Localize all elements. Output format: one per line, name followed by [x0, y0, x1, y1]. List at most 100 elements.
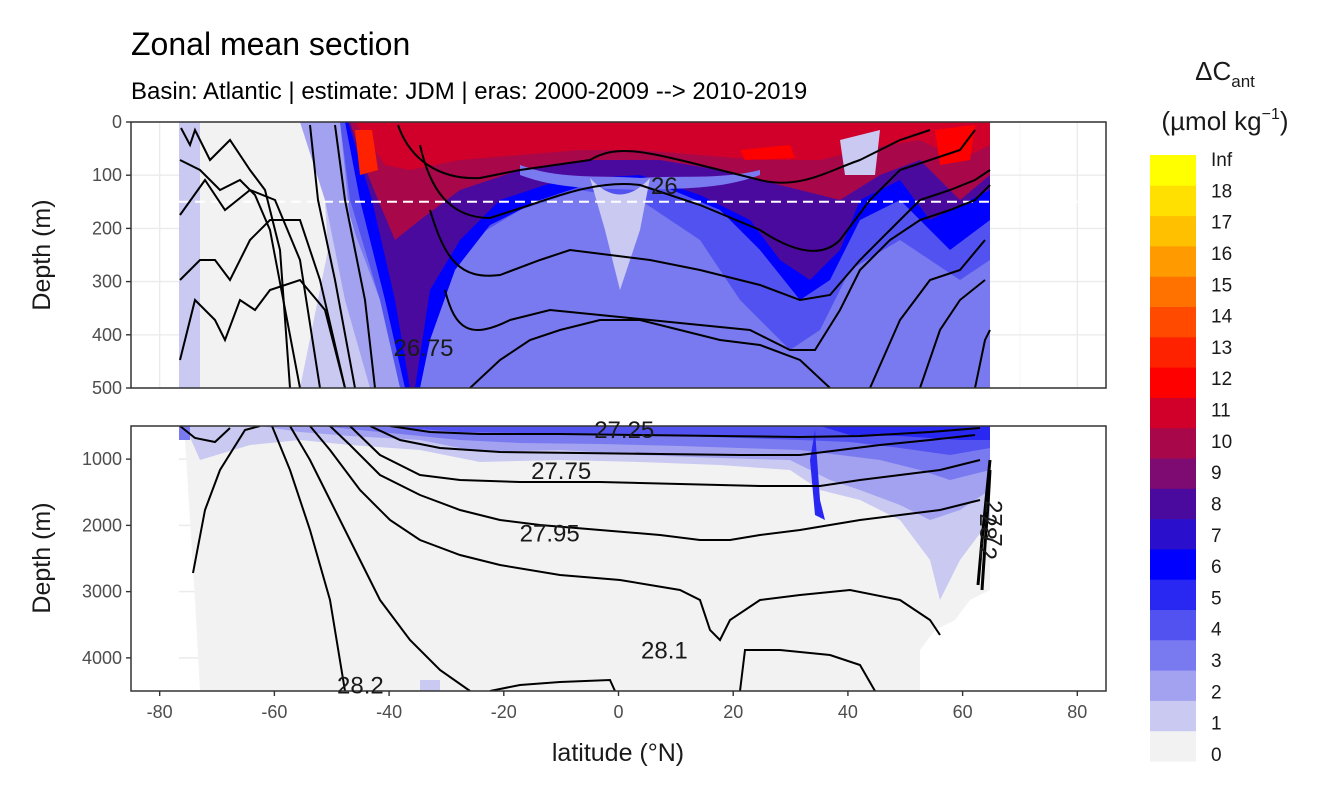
x-tick-label: 60 [953, 702, 973, 722]
bottom-field-band-4 [380, 426, 990, 455]
x-tick-label: -60 [261, 702, 287, 722]
legend-label: 16 [1211, 244, 1232, 265]
legend-label: 14 [1211, 307, 1233, 328]
legend-key [1150, 488, 1196, 520]
legend-label: 1 [1211, 714, 1222, 735]
legend-unit-suffix: ) [1280, 106, 1289, 136]
legend-label: 4 [1211, 620, 1222, 641]
contour-label: 27.95 [520, 520, 580, 547]
legend-key [1150, 397, 1196, 429]
legend-unit: (µmol kg−1) [1161, 106, 1288, 136]
top-field-equator-dip [520, 165, 760, 190]
bottom-y-tick-label: 1000 [82, 449, 122, 469]
top-isopycnal [179, 278, 346, 388]
bottom-isopycnal [329, 426, 981, 541]
legend-key [1150, 609, 1196, 641]
legend-key [1150, 245, 1196, 277]
legend-key [1150, 185, 1196, 217]
legend-key [1150, 276, 1196, 307]
top-isopycnal [419, 129, 976, 252]
top-y-tick-label: 300 [92, 272, 122, 292]
bottom-isopycnal [192, 426, 261, 574]
legend-key [1150, 155, 1196, 186]
bottom-isopycnal [349, 426, 981, 487]
legend-label: 11 [1211, 401, 1231, 422]
chart-title: Zonal mean section [131, 26, 410, 62]
bottom-isopycnal [489, 678, 616, 691]
legend-label: 17 [1211, 213, 1232, 234]
legend-label: 9 [1211, 463, 1222, 484]
contour-label: 27.7 [980, 500, 1007, 547]
top-y-axis: 0 100 200 300 400 500 [92, 112, 131, 398]
x-tick-label: 80 [1067, 702, 1087, 722]
top-isopycnal [919, 279, 986, 388]
top-panel-field [179, 122, 990, 388]
legend-key [1150, 579, 1196, 610]
x-axis-title: latitude (°N) [552, 739, 684, 767]
legend-label: 8 [1211, 494, 1222, 515]
contour-label: 27.75 [531, 458, 591, 485]
bottom-isopycnal [389, 426, 981, 439]
bottom-panel-field [131, 426, 1106, 691]
top-isopycnal [179, 178, 321, 388]
bottom-field-band-1 [185, 426, 990, 600]
top-isopycnal [444, 184, 991, 351]
top-isopycnal [309, 124, 356, 388]
x-tick-label: -20 [491, 702, 517, 722]
top-isopycnal [179, 159, 301, 388]
legend-unit-sup: −1 [1262, 106, 1280, 123]
contour-label: 28.2 [974, 513, 1001, 560]
legend-unit-prefix: (µmol kg [1161, 106, 1261, 136]
bottom-y-axis-title: Depth (m) [28, 502, 56, 613]
x-tick-label: 0 [613, 702, 623, 722]
top-field-north-hotspot-2 [935, 125, 975, 165]
legend-key [1150, 518, 1196, 550]
top-isopycnals [179, 124, 991, 388]
top-isopycnal [179, 219, 346, 388]
legend-title-main: ΔC [1195, 56, 1231, 86]
bottom-y-tick-label: 4000 [82, 648, 122, 668]
bottom-isopycnals [179, 426, 992, 691]
bottom-field-mask-south [131, 426, 179, 691]
x-tick-label: -80 [147, 702, 173, 722]
legend-label: 12 [1211, 369, 1232, 390]
top-y-tick-label: 100 [92, 165, 122, 185]
legend-label: 13 [1211, 338, 1232, 359]
bottom-isopycnal [289, 426, 471, 691]
top-y-tick-label: 200 [92, 218, 122, 238]
legend-label: 3 [1211, 651, 1222, 672]
legend-label: 0 [1211, 745, 1222, 766]
top-isopycnal [429, 169, 991, 302]
legend-key [1150, 670, 1196, 701]
top-isopycnal [334, 124, 376, 388]
contour-label: 26 [651, 173, 678, 200]
top-y-tick-label: 400 [92, 325, 122, 345]
top-isopycnal [469, 319, 831, 388]
legend-label: 18 [1211, 181, 1232, 202]
legend-key [1150, 367, 1196, 398]
top-isopycnal [869, 239, 986, 388]
top-isopycnal [974, 329, 991, 388]
bottom-field-south-edge [179, 426, 190, 440]
bottom-field-mask-north [920, 426, 1106, 691]
x-tick-label: 20 [723, 702, 743, 722]
top-field-south-hotspot [355, 130, 378, 175]
legend-key [1150, 336, 1196, 368]
top-field-south-mid [300, 122, 400, 388]
top-isopycnal [180, 127, 291, 388]
bottom-isopycnal [739, 649, 876, 691]
legend-key [1150, 215, 1196, 247]
bottom-isopycnal [271, 426, 346, 691]
top-y-tick-label: 500 [92, 378, 122, 398]
legend-key [1150, 458, 1196, 489]
legend-key [1150, 427, 1196, 459]
legend-label: 6 [1211, 557, 1222, 578]
bottom-isopycnal [369, 426, 976, 456]
contour-label: 28.2 [337, 673, 384, 700]
bottom-isopycnal [179, 426, 231, 444]
bottom-field-zero [179, 426, 990, 691]
legend: ΔCant (µmol kg−1) Inf1817161514131211109… [1150, 56, 1289, 766]
